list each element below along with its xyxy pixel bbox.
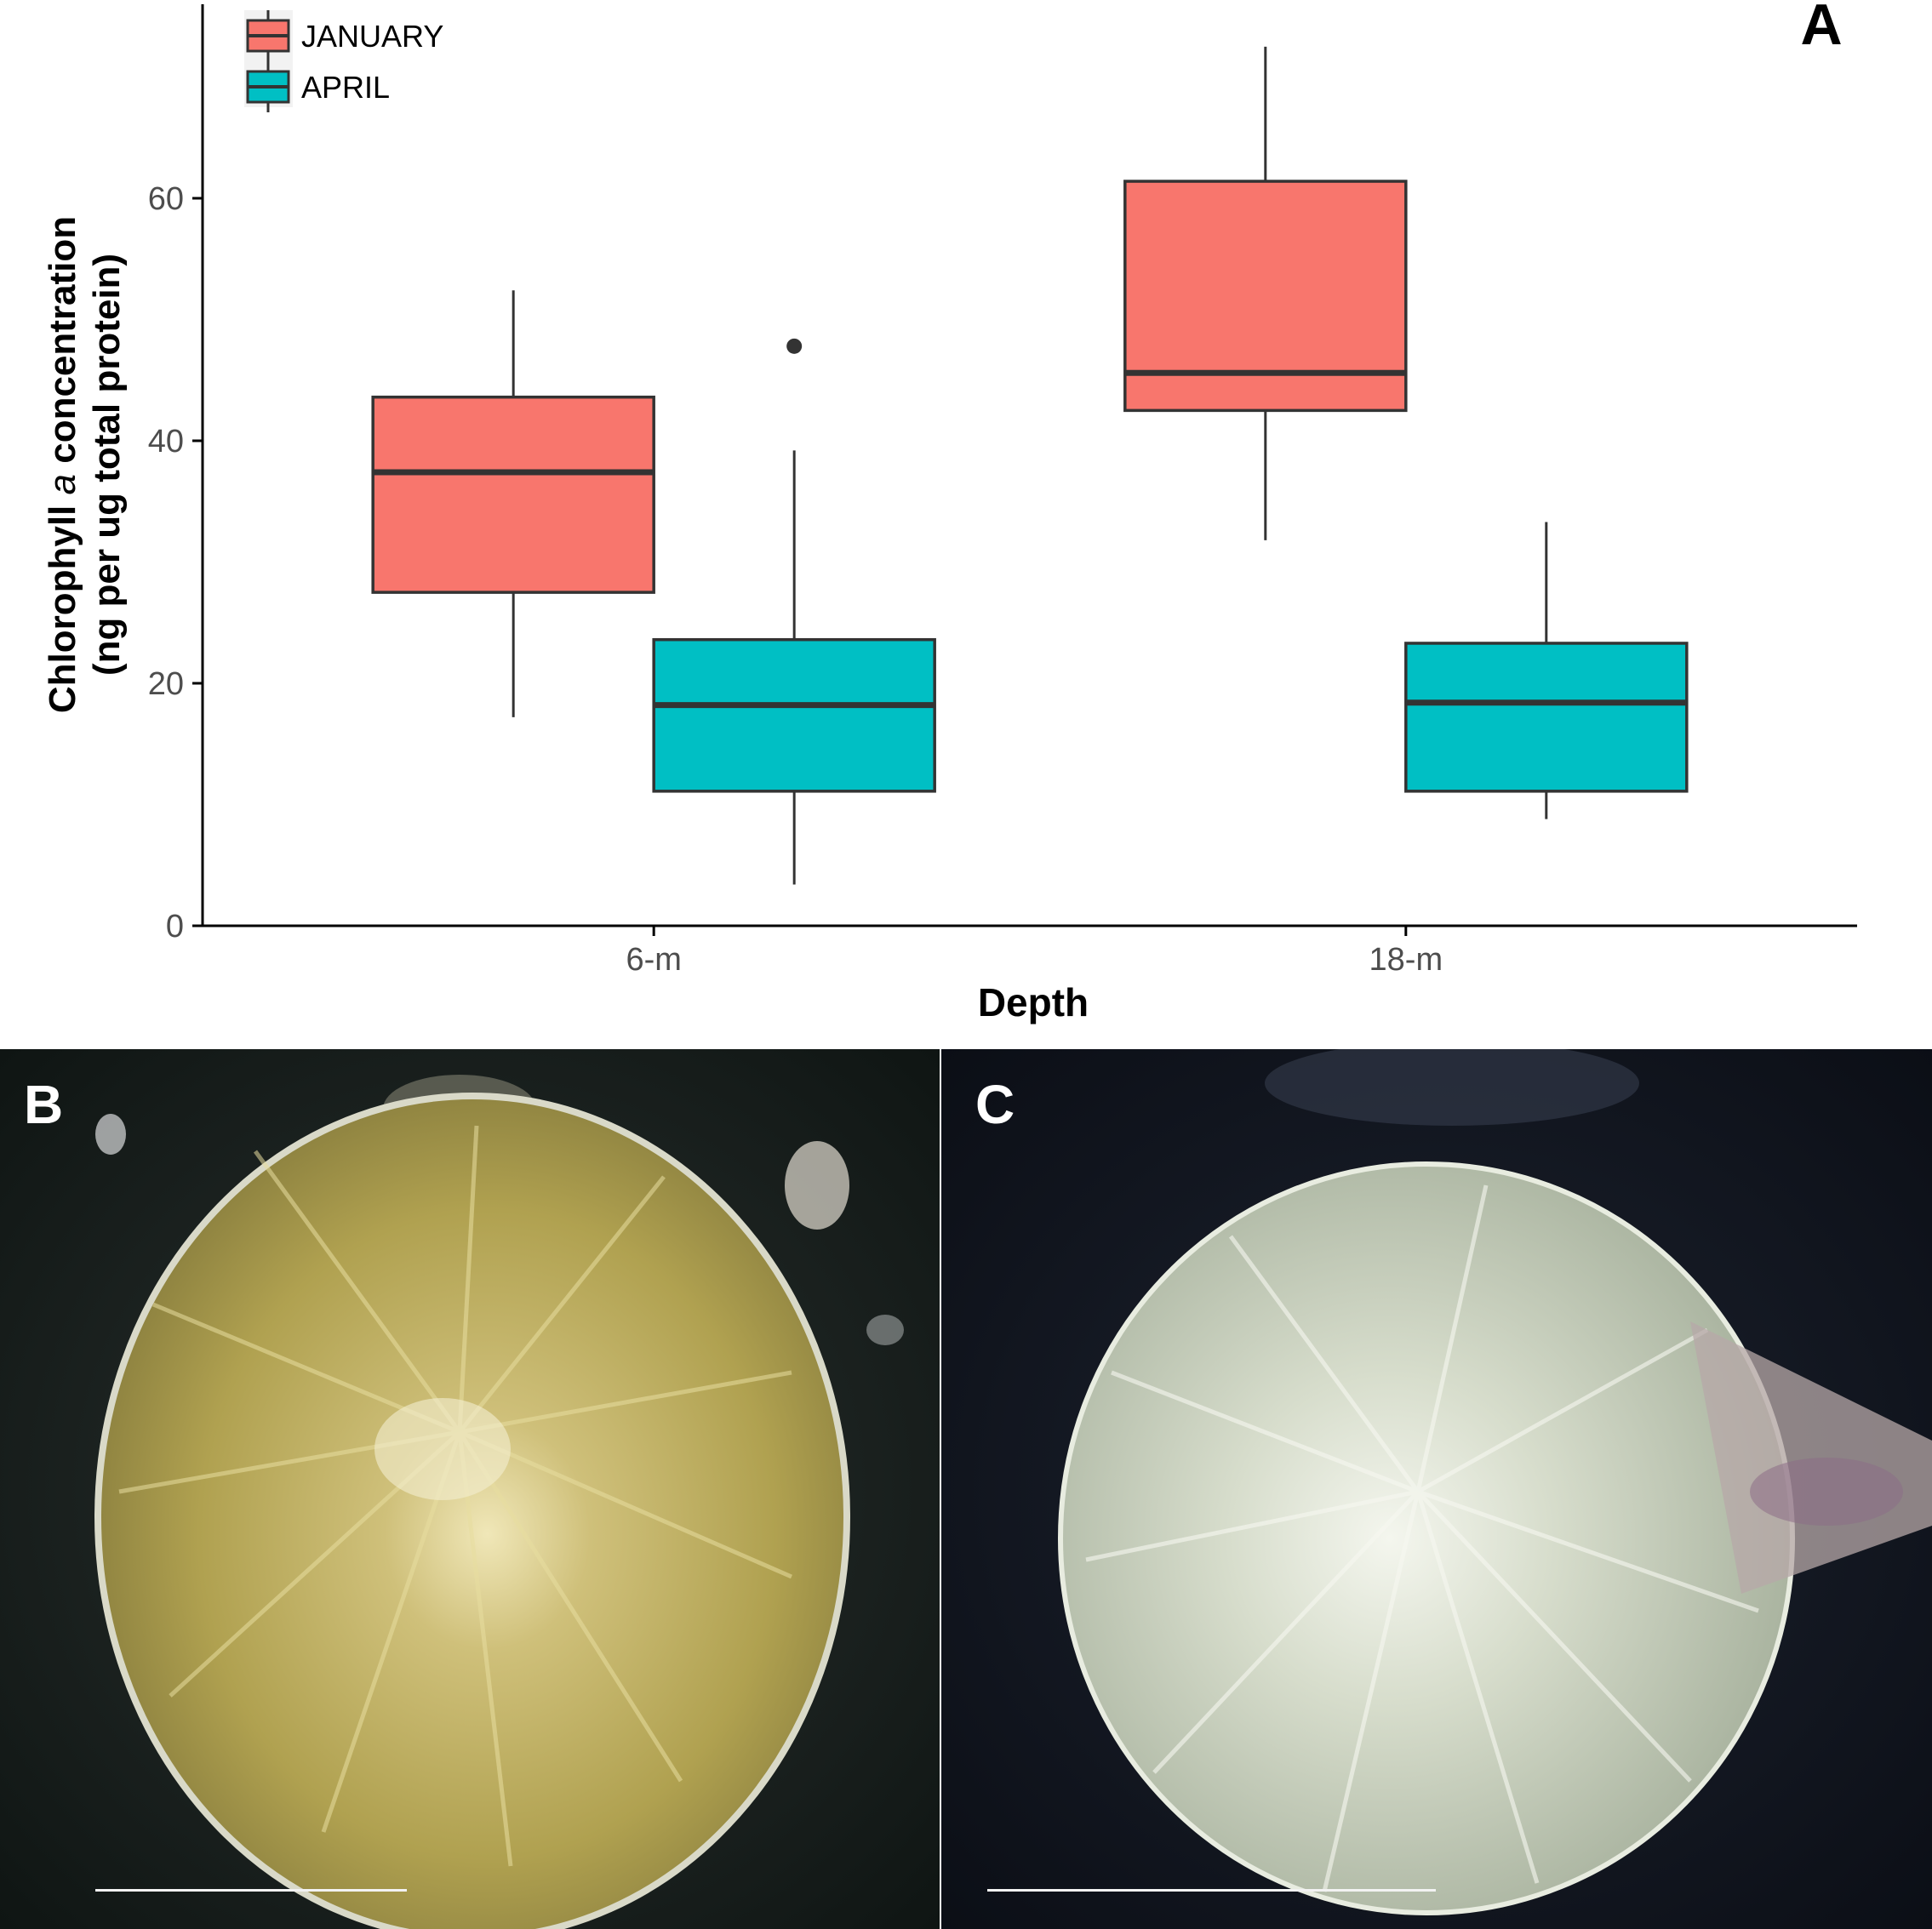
septa-lines-c [1085, 1184, 1759, 1892]
box-iqr [1404, 642, 1689, 793]
plot-area [371, 46, 1689, 885]
legend-item-april: APRIL [246, 61, 390, 112]
legend: JANUARY APRIL [244, 10, 443, 112]
legend-label: APRIL [301, 70, 390, 105]
coral-photo-c [941, 1049, 1932, 1929]
y-axis-title-line2: (ng per ug total protein) [86, 254, 128, 676]
box-january-6-m [371, 290, 655, 717]
x-axis-title: Depth [978, 980, 1089, 1024]
box-iqr [371, 395, 655, 594]
coral-photo-b [0, 1049, 940, 1929]
svg-text:Chlorophyll a concentration: Chlorophyll a concentration [42, 216, 83, 713]
y-axis-title-pre: Chlorophyll [42, 494, 83, 713]
panel-label-a: A [1800, 0, 1842, 57]
y-axis-title: Chlorophyll a concentration (ng per ug t… [42, 216, 128, 713]
box-april-6-m [652, 338, 936, 885]
legend-item-january: JANUARY [246, 10, 443, 61]
panel-label-c: C [975, 1074, 1015, 1135]
x-tick-label: 18-m [1369, 942, 1443, 978]
y-tick-label: 20 [148, 666, 184, 702]
box-iqr [652, 637, 936, 793]
y-axis-title-italic: a [42, 474, 83, 494]
photo-divider [940, 1049, 941, 1929]
x-tick-label: 6-m [626, 942, 681, 978]
y-axis-title-post: concentration [42, 216, 83, 474]
photo-panel-b: B [0, 1049, 940, 1929]
panel-label-b: B [24, 1074, 64, 1135]
scale-bar-c [987, 1889, 1436, 1892]
legend-label: JANUARY [301, 19, 443, 54]
septa-lines-b [118, 1125, 792, 1867]
box-january-18-m [1123, 46, 1408, 540]
y-axis-ticks: 0 20 40 60 [148, 181, 203, 945]
outlier-point [786, 338, 803, 354]
y-tick-label: 60 [148, 181, 184, 217]
boxplot-chart: 0 20 40 60 6-m 18-m Depth Chlorophyll a conc… [42, 0, 1857, 1024]
x-axis-ticks: 6-m 18-m [626, 926, 1443, 978]
y-tick-label: 0 [166, 909, 184, 945]
scale-bar-b [95, 1889, 407, 1892]
photo-panel-c: C [941, 1049, 1932, 1929]
box-iqr [1123, 180, 1408, 413]
y-tick-label: 40 [148, 424, 184, 459]
box-april-18-m [1404, 522, 1689, 819]
